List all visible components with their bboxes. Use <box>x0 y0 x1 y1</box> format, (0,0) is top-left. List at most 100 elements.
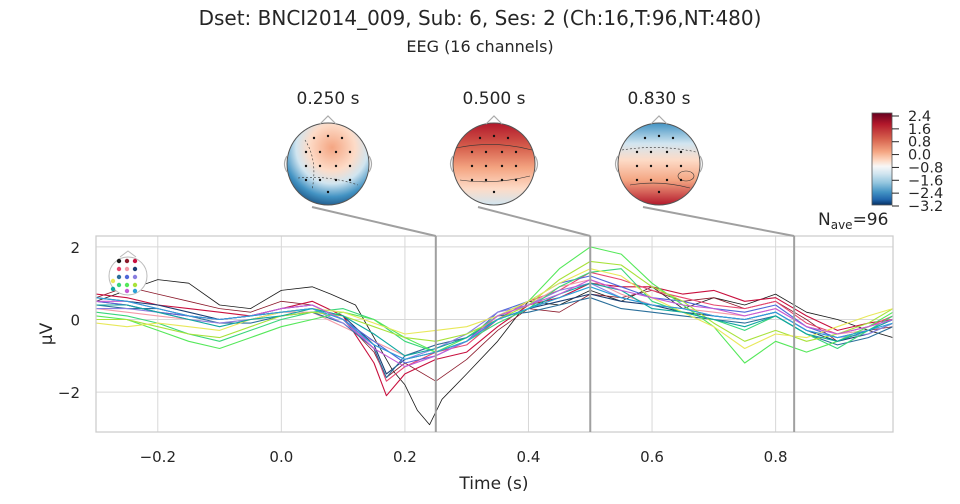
y-axis-label: µV <box>37 322 57 345</box>
sensor-dot <box>665 178 669 182</box>
inset-sensor-dot <box>116 282 122 288</box>
sensor-dot <box>649 178 653 182</box>
colorbar-tick-label: −3.2 <box>908 199 943 215</box>
inset-sensor-dot <box>116 266 122 272</box>
sensor-dot <box>304 150 308 154</box>
x-tick-label: 0.4 <box>517 448 541 466</box>
inset-sensor-dot <box>132 274 138 280</box>
sensor-dot <box>304 164 308 168</box>
sensor-dot <box>679 178 683 182</box>
colorbar-tick-label: −2.4 <box>908 186 943 202</box>
inset-sensor-dot <box>124 266 130 272</box>
channel-trace <box>96 282 893 397</box>
sensor-dot <box>348 164 352 168</box>
sensor-dot <box>649 150 653 154</box>
sensor-dot <box>348 178 352 182</box>
sensor-dot <box>657 190 661 194</box>
sensor-dot <box>478 136 482 140</box>
colorbar-tick-label: −1.6 <box>908 173 943 189</box>
y-tick-label: −2 <box>58 384 80 402</box>
grid <box>96 236 893 432</box>
channel-trace <box>96 271 893 382</box>
y-tick-label: 2 <box>70 239 80 257</box>
plot-frame <box>95 235 894 433</box>
sensor-dot <box>500 150 504 154</box>
sensor-dot <box>665 150 669 154</box>
inset-sensor-dot <box>132 266 138 272</box>
x-axis-ticks: −0.2 0.0 0.2 0.4 0.6 0.8 <box>140 448 788 466</box>
x-tick-label: 0.0 <box>269 448 293 466</box>
sensor-dot <box>679 150 683 154</box>
inset-sensor-dot <box>124 274 130 280</box>
sensor-dot <box>484 164 488 168</box>
sensor-dot <box>635 178 639 182</box>
sensor-dot <box>506 136 510 140</box>
topomap-connector <box>642 206 795 237</box>
inset-sensor-dot <box>116 258 122 264</box>
sensor-dot <box>492 190 496 194</box>
sensor-dot <box>514 178 518 182</box>
colorbar-tick-label: 0.0 <box>908 148 931 164</box>
nave-label: Nave=96 <box>818 210 888 232</box>
inset-sensor-dot <box>110 278 116 284</box>
x-tick-label: −0.2 <box>140 448 176 466</box>
inset-sensor-dot <box>116 274 122 280</box>
sensor-dot <box>484 150 488 154</box>
sensor-dot <box>470 164 474 168</box>
sensor-dot <box>470 150 474 154</box>
x-tick-label: 0.6 <box>640 448 664 466</box>
sensor-dot <box>304 178 308 182</box>
sensor-dot <box>326 134 330 138</box>
sensor-dot <box>334 178 338 182</box>
inset-sensor-dot <box>132 288 138 294</box>
sensor-layout-inset <box>108 250 148 296</box>
time-markers <box>311 206 796 432</box>
colorbar-tick-label: −0.8 <box>908 160 943 176</box>
sensor-dot <box>643 136 647 140</box>
sensor-dot <box>318 178 322 182</box>
sensor-dot <box>326 190 330 194</box>
evoked-traces <box>96 246 893 426</box>
channel-trace <box>96 293 893 375</box>
x-tick-label: 0.8 <box>764 448 788 466</box>
sensor-dot <box>470 178 474 182</box>
figure-subtitle: EEG (16 channels) <box>406 37 554 56</box>
sensor-dot <box>334 150 338 154</box>
topomap-2: 0.500 s <box>449 89 539 206</box>
topomap-time-label: 0.830 s <box>628 89 691 109</box>
sensor-dot <box>312 136 316 140</box>
inset-sensor-dot <box>110 286 116 292</box>
sensor-dot <box>514 164 518 168</box>
y-axis-ticks: −2 0 2 <box>58 239 80 402</box>
topomap-connector <box>477 206 591 237</box>
sensor-dot <box>679 164 683 168</box>
colorbar-tick-label: 1.6 <box>908 122 931 138</box>
inset-sensor-dot <box>124 282 130 288</box>
figure-title: Dset: BNCI2014_009, Sub: 6, Ses: 2 (Ch:1… <box>198 6 762 30</box>
sensor-dot <box>484 178 488 182</box>
topomap-time-label: 0.250 s <box>297 89 360 109</box>
inset-sensor-dot <box>132 282 138 288</box>
sensor-dot <box>340 136 344 140</box>
sensor-dot <box>492 134 496 138</box>
sensor-dot <box>665 164 669 168</box>
sensor-dot <box>649 164 653 168</box>
sensor-dot <box>514 150 518 154</box>
sensor-dot <box>334 164 338 168</box>
sensor-dot <box>635 150 639 154</box>
sensor-dot <box>635 164 639 168</box>
channel-trace <box>96 286 893 360</box>
topomap-time-label: 0.500 s <box>463 89 526 109</box>
topomap-connector <box>311 206 437 237</box>
x-tick-label: 0.2 <box>393 448 417 466</box>
sensor-dot <box>657 134 661 138</box>
channel-trace <box>96 279 893 426</box>
sensor-dot <box>500 164 504 168</box>
colorbar-tick-label: 0.8 <box>908 135 931 151</box>
colorbar: 2.41.60.80.0−0.8−1.6−2.4−3.2 <box>871 109 943 215</box>
x-axis-label: Time (s) <box>458 474 528 494</box>
inset-sensor-dot <box>124 288 130 294</box>
sensor-dot <box>671 136 675 140</box>
sensor-dot <box>318 164 322 168</box>
